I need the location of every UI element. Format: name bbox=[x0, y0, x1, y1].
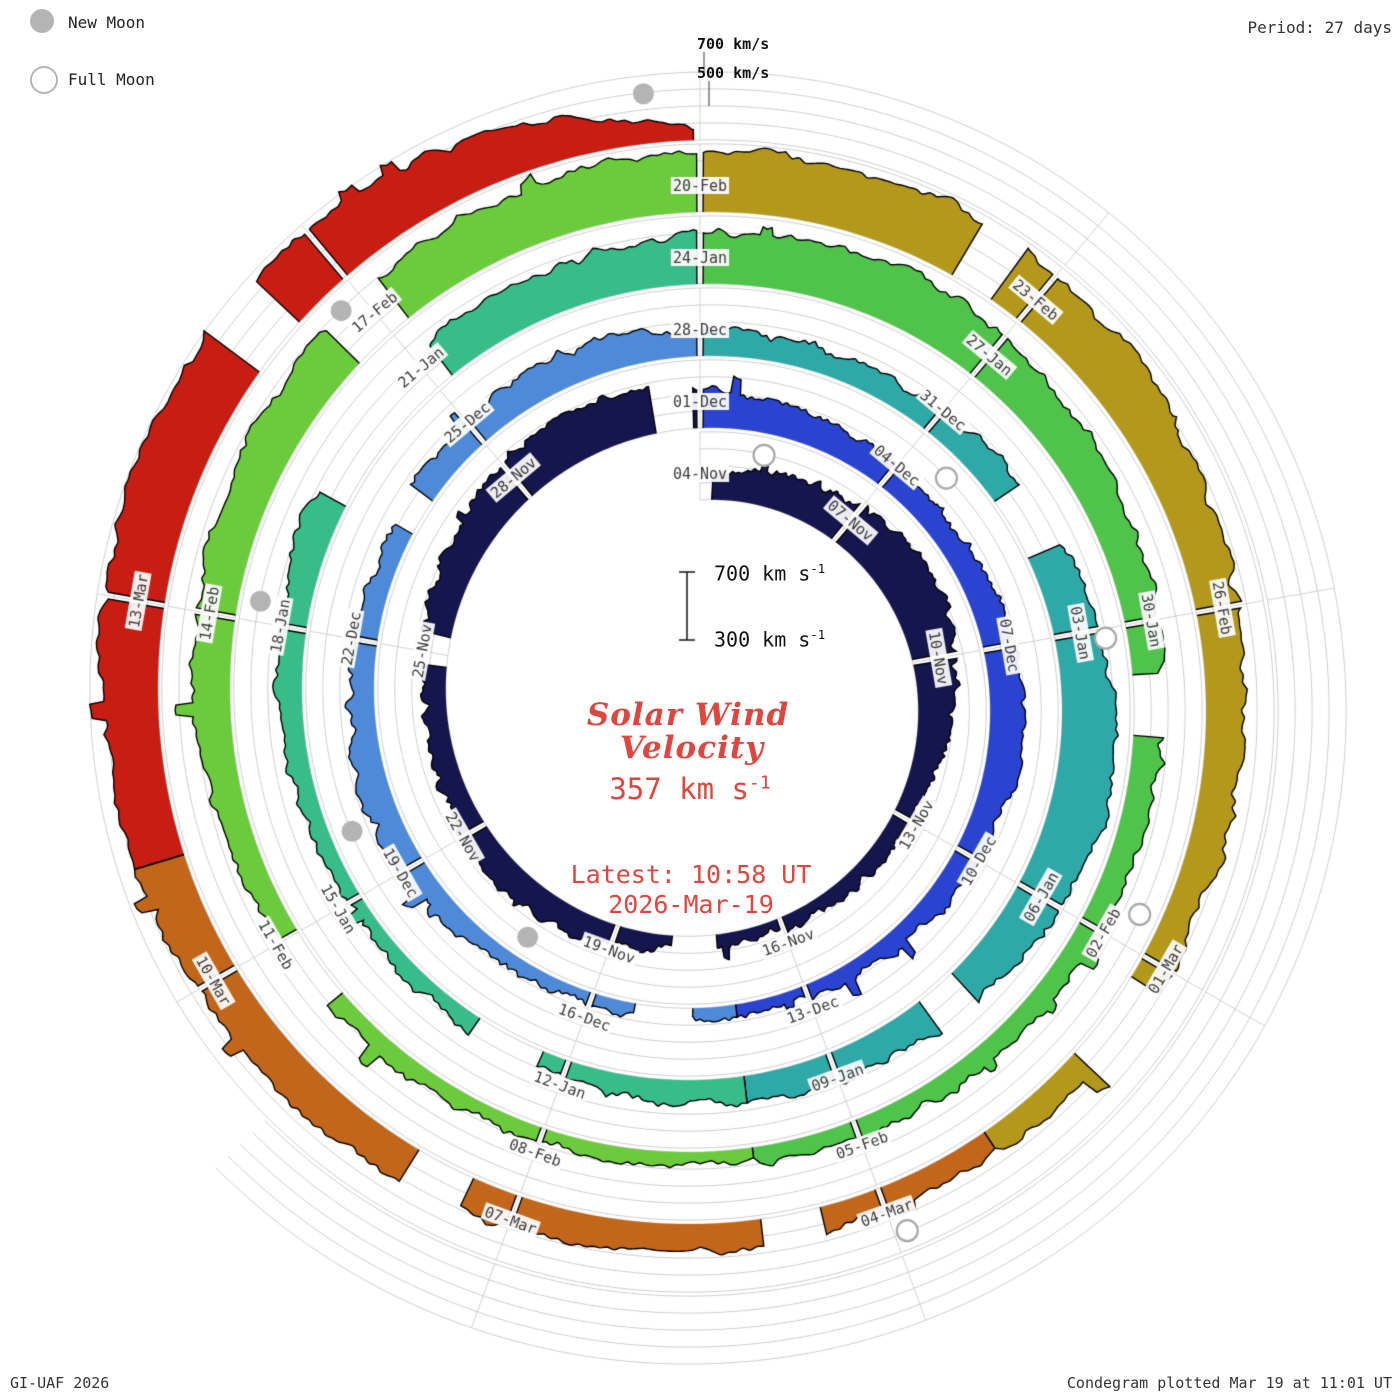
latest-velocity-value: 357 km s-1 bbox=[609, 772, 770, 806]
full-moon-label: Full Moon bbox=[68, 70, 155, 89]
chart-title-line2: Velocity bbox=[619, 730, 765, 766]
axis-label-700: 700 km/s bbox=[697, 35, 770, 53]
axis-label-500: 500 km/s bbox=[697, 64, 770, 82]
chart-title-line1: Solar Wind bbox=[586, 697, 790, 733]
new-moon-icon bbox=[30, 9, 54, 33]
latest-date-label: 2026-Mar-19 bbox=[608, 890, 774, 919]
scalebar-bottom-text: 300 km s bbox=[714, 627, 811, 652]
latest-time-label: Latest: 10:58 UT bbox=[570, 860, 812, 889]
period-label: Period: 27 days bbox=[1247, 18, 1393, 37]
latest-velocity-text: 357 km s bbox=[609, 772, 750, 806]
scalebar-bottom-label: 300 km s-1 bbox=[714, 627, 825, 652]
superscript: -1 bbox=[749, 772, 771, 794]
new-moon-label: New Moon bbox=[68, 13, 146, 32]
superscript: -1 bbox=[810, 561, 826, 576]
scalebar-top-label: 700 km s-1 bbox=[714, 561, 825, 586]
credit-label: GI-UAF 2026 bbox=[10, 1374, 110, 1392]
superscript: -1 bbox=[810, 627, 826, 642]
full-moon-icon bbox=[30, 66, 58, 94]
plotted-timestamp: Condegram plotted Mar 19 at 11:01 UT bbox=[1066, 1374, 1392, 1392]
scalebar-top-text: 700 km s bbox=[714, 561, 811, 586]
